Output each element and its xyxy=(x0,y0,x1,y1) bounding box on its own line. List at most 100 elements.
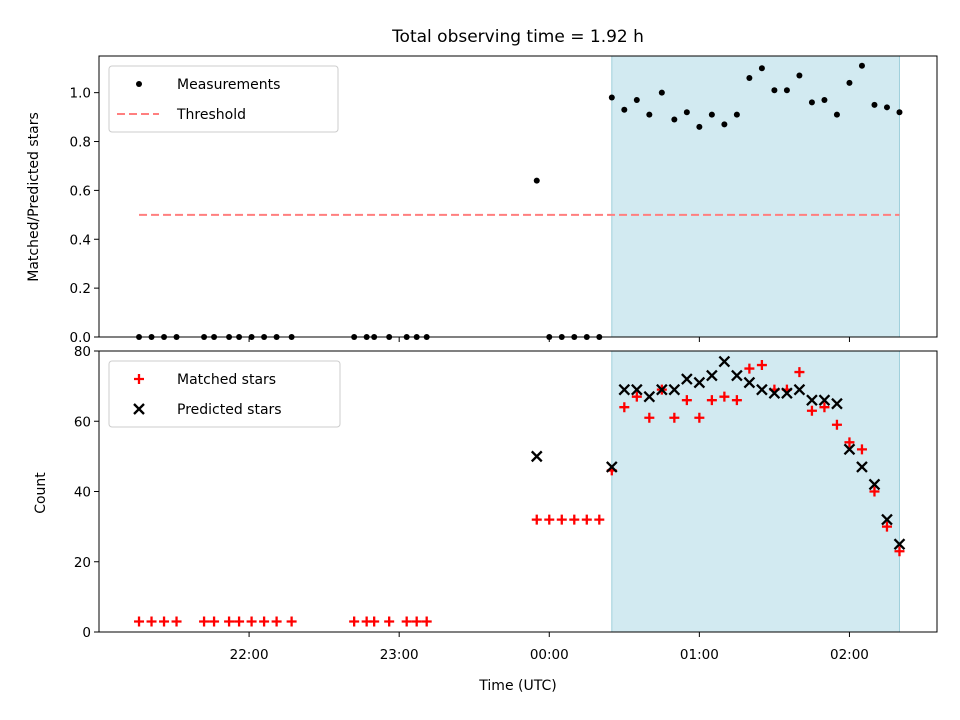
measurement-point xyxy=(783,87,790,94)
y-tick-label: 0.0 xyxy=(70,330,91,346)
y-tick-label: 1.0 xyxy=(70,86,91,102)
matched-star-point xyxy=(569,514,580,525)
matched-star-point xyxy=(594,514,605,525)
predicted-star-point xyxy=(731,369,743,382)
measurement-point xyxy=(846,79,853,86)
legend-box xyxy=(108,360,341,428)
matched-star-point xyxy=(819,402,830,413)
matched-star-point xyxy=(271,616,282,627)
predicted-star-point xyxy=(793,383,806,396)
matched-star-point xyxy=(199,616,210,627)
matched-star-point xyxy=(694,412,705,423)
legend-predicted-label: Predicted stars xyxy=(177,402,282,418)
legend-matched-marker xyxy=(134,374,144,384)
measurement-point xyxy=(633,96,640,103)
measurement-point xyxy=(608,94,615,101)
legend-predicted-marker xyxy=(133,403,145,415)
measurement-point xyxy=(896,109,903,116)
matched-star-point xyxy=(401,616,412,627)
y-tick-label: 0.2 xyxy=(70,281,91,297)
matched-star-point xyxy=(856,444,867,455)
matched-star-point xyxy=(421,616,432,627)
predicted-star-point xyxy=(656,383,668,396)
matched-star-point xyxy=(806,405,817,416)
matched-star-point xyxy=(234,616,245,627)
measurement-point xyxy=(796,72,803,79)
x-tick-label: 00:00 xyxy=(530,647,569,663)
matched-star-point xyxy=(349,616,360,627)
x-tick-label: 01:00 xyxy=(680,647,719,663)
bottom-panel: 0 20 40 60 80 22:00 23:00 00:00 01:00 02:00 Matche… xyxy=(74,344,938,663)
plot-frame xyxy=(98,350,938,633)
measurement-point xyxy=(833,111,840,118)
matched-star-point xyxy=(831,419,842,430)
y-tick-label: 0.4 xyxy=(70,232,91,248)
matched-star-point xyxy=(619,402,630,413)
matched-star-point xyxy=(706,395,717,406)
matched-star-point xyxy=(544,514,555,525)
matched-star-point xyxy=(259,616,270,627)
predicted-star-point xyxy=(768,387,781,399)
legend-box xyxy=(108,65,339,133)
y-tick-label: 0 xyxy=(82,625,91,641)
predicted-star-point xyxy=(843,443,856,456)
measurement-point xyxy=(758,65,765,72)
top-y-axis-label: Matched/Predicted stars xyxy=(26,112,42,282)
matched-star-point xyxy=(224,616,235,627)
figure-title: Total observing time = 1.92 h xyxy=(391,27,644,47)
predicted-star-point xyxy=(743,376,756,389)
predicted-star-point xyxy=(706,369,718,382)
measurement-point xyxy=(696,123,703,130)
predicted-star-point xyxy=(631,383,643,396)
predicted-star-point xyxy=(781,387,793,399)
predicted-star-point xyxy=(681,373,693,385)
matched-star-point xyxy=(384,616,395,627)
shaded-region xyxy=(611,56,900,337)
legend-matched-label: Matched stars xyxy=(177,372,276,388)
legend-measurements-label: Measurements xyxy=(177,77,280,93)
matched-star-point xyxy=(869,486,880,497)
plot-frame xyxy=(98,55,938,338)
predicted-star-point xyxy=(893,538,906,551)
measurement-point xyxy=(808,99,815,106)
measurement-point xyxy=(721,121,728,128)
shaded-region xyxy=(611,351,900,632)
predicted-star-point xyxy=(718,355,731,368)
x-axis-label: Time (UTC) xyxy=(478,678,556,694)
matched-star-point xyxy=(581,514,592,525)
measurement-point xyxy=(883,104,890,111)
measurement-point xyxy=(533,177,540,184)
matched-star-point xyxy=(844,437,855,448)
matched-star-point xyxy=(531,514,542,525)
bottom-y-axis-label: Count xyxy=(33,472,49,514)
matched-star-point xyxy=(681,395,692,406)
matched-star-point xyxy=(556,514,567,525)
y-tick-label: 0.8 xyxy=(70,135,91,151)
y-tick-label: 40 xyxy=(74,485,91,501)
legend-measurement-marker xyxy=(136,81,142,87)
x-tick-label: 23:00 xyxy=(380,647,419,663)
x-tick-label: 02:00 xyxy=(830,647,869,663)
predicted-star-point xyxy=(605,461,618,473)
predicted-star-point xyxy=(693,376,706,389)
x-tick-label: 22:00 xyxy=(230,647,269,663)
measurement-point xyxy=(771,87,778,94)
matched-star-point xyxy=(209,616,220,627)
predicted-star-point xyxy=(818,394,831,406)
matched-star-point xyxy=(246,616,257,627)
predicted-star-point xyxy=(806,394,818,406)
predicted-star-point xyxy=(643,390,656,403)
predicted-star-point xyxy=(831,397,843,410)
matched-star-point xyxy=(731,395,742,406)
matched-star-point xyxy=(644,412,655,423)
top-panel: 0.0 0.2 0.4 0.6 0.8 1.0 Measurements Threshold xyxy=(70,55,938,346)
predicted-star-point xyxy=(756,383,768,396)
predicted-star-point xyxy=(856,461,868,473)
measurement-point xyxy=(658,89,665,96)
predicted-star-point xyxy=(668,383,681,396)
predicted-star-point xyxy=(881,513,893,526)
matched-star-point xyxy=(171,616,182,627)
matched-star-point xyxy=(631,391,642,402)
predicted-star-point xyxy=(618,383,631,396)
